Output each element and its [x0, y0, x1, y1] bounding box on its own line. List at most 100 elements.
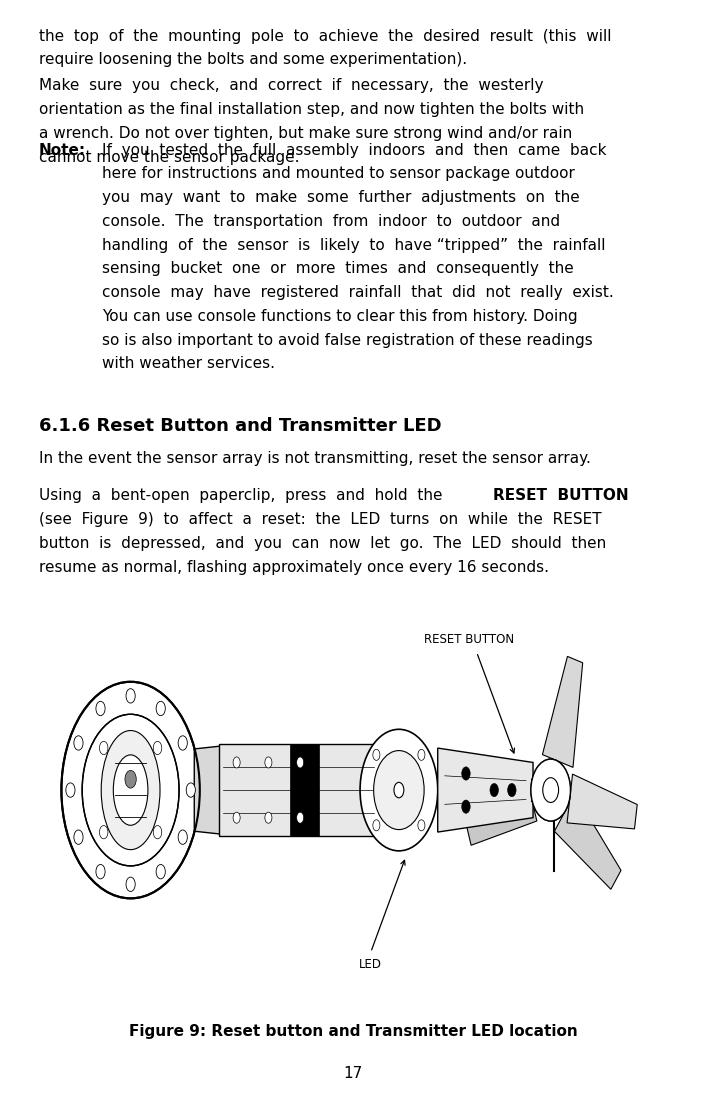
- Text: Make  sure  you  check,  and  correct  if  necessary,  the  westerly: Make sure you check, and correct if nece…: [39, 78, 544, 94]
- Circle shape: [66, 782, 75, 798]
- Text: handling  of  the  sensor  is  likely  to  have “tripped”  the  rainfall: handling of the sensor is likely to have…: [102, 238, 606, 253]
- Bar: [219, 744, 378, 836]
- Polygon shape: [466, 775, 537, 845]
- Point: [142, 789, 150, 802]
- Text: 6.1.6 Reset Button and Transmitter LED: 6.1.6 Reset Button and Transmitter LED: [39, 417, 441, 434]
- Text: a wrench. Do not over tighten, but make sure strong wind and/or rain: a wrench. Do not over tighten, but make …: [39, 126, 572, 141]
- Circle shape: [156, 702, 165, 716]
- Circle shape: [297, 812, 304, 823]
- Text: In the event the sensor array is not transmitting, reset the sensor array.: In the event the sensor array is not tra…: [39, 451, 591, 466]
- Polygon shape: [542, 656, 582, 767]
- Circle shape: [233, 757, 240, 768]
- Circle shape: [178, 830, 187, 844]
- Text: RESET  BUTTON: RESET BUTTON: [493, 488, 629, 504]
- Text: with weather services.: with weather services.: [102, 356, 275, 371]
- Polygon shape: [567, 775, 638, 829]
- Text: 17: 17: [343, 1065, 363, 1081]
- Circle shape: [125, 770, 136, 788]
- Text: require loosening the bolts and some experimentation).: require loosening the bolts and some exp…: [39, 52, 467, 67]
- Point: [370, 807, 378, 820]
- Point: [218, 760, 227, 773]
- Circle shape: [462, 767, 470, 780]
- Point: [522, 774, 530, 787]
- Circle shape: [265, 812, 272, 823]
- Text: resume as normal, flashing approximately once every 16 seconds.: resume as normal, flashing approximately…: [39, 559, 549, 575]
- Point: [550, 814, 558, 828]
- Circle shape: [373, 749, 380, 760]
- Text: here for instructions and mounted to sensor package outdoor: here for instructions and mounted to sen…: [102, 166, 575, 181]
- Point: [529, 772, 537, 786]
- Point: [218, 807, 227, 820]
- Text: Note:: Note:: [39, 143, 86, 158]
- Circle shape: [531, 759, 570, 821]
- Point: [529, 794, 537, 808]
- Bar: [531, 779, 533, 801]
- Text: cannot move the sensor package.: cannot move the sensor package.: [39, 149, 299, 165]
- Line: 2 pts: 2 pts: [445, 776, 526, 780]
- Point: [527, 772, 535, 786]
- Circle shape: [178, 736, 187, 750]
- Text: button  is  depressed,  and  you  can  now  let  go.  The  LED  should  then: button is depressed, and you can now let…: [39, 536, 606, 551]
- Text: console.  The  transportation  from  indoor  to  outdoor  and: console. The transportation from indoor …: [102, 213, 561, 229]
- Circle shape: [100, 741, 108, 755]
- Point: [142, 811, 150, 824]
- Circle shape: [360, 729, 438, 851]
- Point: [111, 789, 119, 802]
- Polygon shape: [554, 793, 621, 890]
- Circle shape: [61, 682, 200, 898]
- Point: [111, 811, 119, 824]
- Point: [522, 793, 530, 807]
- Polygon shape: [194, 746, 222, 834]
- Point: [111, 756, 119, 769]
- Circle shape: [82, 714, 179, 866]
- Text: console  may  have  registered  rainfall  that  did  not  really  exist.: console may have registered rainfall tha…: [102, 285, 614, 301]
- Circle shape: [100, 825, 108, 839]
- Text: You can use console functions to clear this from history. Doing: You can use console functions to clear t…: [102, 308, 578, 324]
- Bar: [290, 744, 319, 836]
- Text: Figure 9: Reset button and Transmitter LED location: Figure 9: Reset button and Transmitter L…: [128, 1024, 578, 1040]
- Point: [370, 783, 378, 797]
- Circle shape: [531, 759, 570, 821]
- Circle shape: [373, 820, 380, 831]
- Ellipse shape: [101, 730, 160, 850]
- Text: the  top  of  the  mounting  pole  to  achieve  the  desired  result  (this  wil: the top of the mounting pole to achieve …: [39, 29, 611, 44]
- Text: LED: LED: [359, 958, 382, 971]
- Circle shape: [96, 864, 105, 878]
- Circle shape: [156, 864, 165, 878]
- Ellipse shape: [113, 755, 148, 825]
- Circle shape: [126, 877, 135, 892]
- Circle shape: [462, 800, 470, 813]
- Polygon shape: [438, 748, 533, 832]
- Point: [441, 798, 449, 811]
- Circle shape: [490, 783, 498, 797]
- Point: [441, 769, 449, 782]
- Text: RESET BUTTON: RESET BUTTON: [424, 633, 514, 646]
- Circle shape: [543, 778, 558, 802]
- Point: [370, 760, 378, 773]
- Text: you  may  want  to  make  some  further  adjustments  on  the: you may want to make some further adjust…: [102, 190, 580, 206]
- Point: [142, 756, 150, 769]
- Point: [527, 794, 535, 808]
- Point: [550, 864, 558, 877]
- Circle shape: [297, 757, 304, 768]
- Circle shape: [96, 702, 105, 716]
- Circle shape: [418, 820, 425, 831]
- Circle shape: [126, 688, 135, 703]
- Circle shape: [508, 783, 516, 797]
- Circle shape: [74, 830, 83, 844]
- Circle shape: [186, 782, 196, 798]
- Circle shape: [153, 741, 162, 755]
- Text: orientation as the final installation step, and now tighten the bolts with: orientation as the final installation st…: [39, 102, 584, 117]
- Circle shape: [265, 757, 272, 768]
- Text: sensing  bucket  one  or  more  times  and  consequently  the: sensing bucket one or more times and con…: [102, 261, 574, 276]
- Circle shape: [153, 825, 162, 839]
- Line: 2 pts: 2 pts: [445, 800, 526, 804]
- Circle shape: [418, 749, 425, 760]
- Circle shape: [543, 778, 558, 802]
- Circle shape: [373, 750, 424, 830]
- Text: If  you  tested  the  full  assembly  indoors  and  then  came  back: If you tested the full assembly indoors …: [102, 143, 607, 158]
- Circle shape: [394, 782, 404, 798]
- Circle shape: [74, 736, 83, 750]
- Point: [218, 783, 227, 797]
- Text: (see  Figure  9)  to  affect  a  reset:  the  LED  turns  on  while  the  RESET: (see Figure 9) to affect a reset: the LE…: [39, 512, 602, 527]
